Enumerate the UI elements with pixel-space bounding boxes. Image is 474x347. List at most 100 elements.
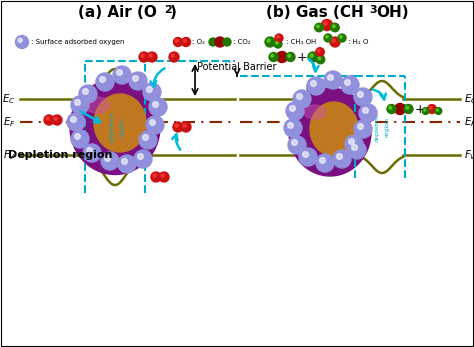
Circle shape [324, 34, 332, 42]
Text: ): ) [170, 5, 177, 20]
Ellipse shape [94, 94, 146, 152]
Circle shape [173, 122, 183, 132]
Ellipse shape [84, 97, 109, 113]
Circle shape [67, 113, 85, 131]
Circle shape [44, 115, 54, 125]
Circle shape [105, 155, 110, 161]
Circle shape [357, 124, 364, 129]
Circle shape [150, 120, 155, 125]
Circle shape [316, 48, 324, 56]
Text: : Surface adsorbed oxygen: : Surface adsorbed oxygen [31, 39, 125, 45]
Circle shape [326, 36, 328, 38]
Circle shape [288, 54, 291, 57]
Text: $E_C$: $E_C$ [464, 92, 474, 106]
Circle shape [338, 34, 346, 42]
Circle shape [133, 76, 138, 81]
Circle shape [171, 54, 174, 57]
Circle shape [277, 36, 279, 38]
Circle shape [348, 141, 366, 159]
Circle shape [215, 37, 225, 47]
Text: 2: 2 [164, 5, 172, 15]
Circle shape [316, 55, 325, 64]
Circle shape [424, 109, 426, 111]
Ellipse shape [70, 79, 160, 175]
Circle shape [422, 108, 429, 115]
Text: depletion: depletion [374, 112, 380, 142]
Circle shape [348, 138, 355, 144]
Circle shape [357, 92, 364, 98]
Circle shape [302, 152, 309, 157]
Circle shape [359, 104, 377, 122]
Circle shape [139, 52, 149, 62]
Circle shape [79, 85, 97, 103]
Circle shape [286, 52, 295, 61]
Circle shape [100, 77, 105, 82]
Circle shape [52, 115, 62, 125]
Circle shape [352, 145, 357, 150]
Circle shape [319, 158, 325, 163]
Text: $F_V$: $F_V$ [3, 148, 16, 162]
Circle shape [271, 54, 273, 57]
Circle shape [310, 81, 316, 86]
Circle shape [74, 100, 81, 105]
Circle shape [435, 108, 442, 115]
Circle shape [324, 22, 327, 25]
Text: : O₂: : O₂ [192, 39, 205, 45]
Circle shape [341, 76, 359, 94]
Circle shape [331, 23, 339, 32]
Circle shape [310, 54, 313, 57]
Circle shape [87, 147, 92, 153]
Circle shape [149, 98, 167, 116]
Text: (a) Air (O: (a) Air (O [78, 5, 157, 20]
Circle shape [74, 134, 81, 139]
Circle shape [265, 37, 275, 47]
Circle shape [137, 154, 143, 159]
Circle shape [339, 36, 342, 38]
Circle shape [141, 54, 144, 57]
Circle shape [175, 124, 178, 127]
Circle shape [143, 135, 148, 140]
Circle shape [83, 144, 101, 162]
Circle shape [284, 119, 302, 137]
Circle shape [71, 130, 89, 148]
Circle shape [151, 172, 161, 182]
Circle shape [269, 52, 278, 61]
Circle shape [406, 106, 409, 109]
Text: $E_F$: $E_F$ [464, 115, 474, 129]
Circle shape [429, 107, 432, 109]
Circle shape [276, 51, 288, 62]
Circle shape [328, 75, 333, 81]
Circle shape [274, 40, 282, 48]
Circle shape [129, 72, 147, 90]
Circle shape [169, 52, 179, 62]
Circle shape [118, 155, 136, 173]
Circle shape [332, 39, 335, 42]
Circle shape [389, 106, 392, 109]
Circle shape [308, 52, 318, 62]
Circle shape [275, 34, 283, 42]
Circle shape [146, 116, 164, 134]
Circle shape [147, 52, 157, 62]
Circle shape [161, 174, 164, 177]
Text: +: + [415, 102, 425, 116]
Circle shape [286, 102, 304, 120]
Ellipse shape [310, 102, 358, 156]
Circle shape [288, 122, 293, 128]
Circle shape [324, 71, 342, 89]
Circle shape [363, 108, 368, 113]
Circle shape [18, 38, 22, 42]
Text: Depletion region: Depletion region [8, 150, 112, 160]
Circle shape [428, 104, 437, 113]
Circle shape [117, 70, 122, 75]
Circle shape [46, 117, 49, 120]
Text: 3: 3 [369, 5, 377, 15]
Circle shape [16, 35, 28, 49]
Circle shape [299, 148, 317, 166]
Circle shape [307, 77, 325, 95]
Text: region: region [119, 117, 125, 137]
Text: $E_F$: $E_F$ [3, 115, 16, 129]
Text: : H₂ O: : H₂ O [348, 39, 368, 45]
Circle shape [96, 73, 114, 91]
Circle shape [153, 174, 156, 177]
Circle shape [290, 105, 295, 111]
